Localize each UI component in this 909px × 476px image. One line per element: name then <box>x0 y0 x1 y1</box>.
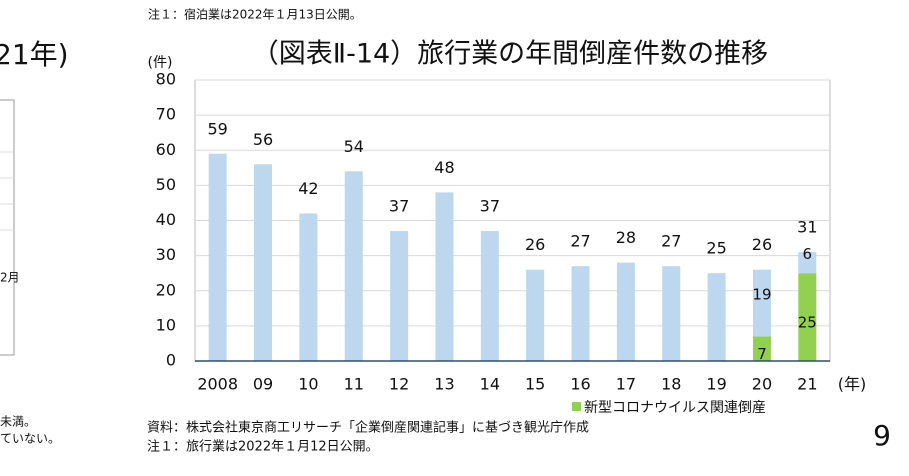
x-tick-label: 11 <box>344 375 364 394</box>
total-label: 27 <box>570 232 590 251</box>
y-tick-label: 20 <box>156 280 176 299</box>
segment-label: 6 <box>803 245 813 263</box>
segment-label: 7 <box>757 345 767 363</box>
bar-segment <box>752 269 771 337</box>
left-plot-frame <box>0 99 15 356</box>
x-tick-label: 20 <box>752 375 772 394</box>
bar-segment <box>299 213 318 361</box>
note: 注１：旅行業は2022年１月12日公開。 <box>147 439 379 455</box>
x-tick-label: 14 <box>480 375 500 394</box>
top-note: 注１：宿泊業は2022年１月13日公開。 <box>148 7 362 22</box>
total-label: 37 <box>389 197 409 216</box>
total-label: 54 <box>344 137 364 156</box>
left-title-fragment: 21年) <box>0 38 69 71</box>
bar-segment <box>390 231 409 361</box>
bar-segment <box>616 262 635 361</box>
bar-segment <box>435 192 454 361</box>
x-tick-label: 21 <box>797 375 817 394</box>
total-label: 25 <box>706 239 726 258</box>
y-tick-label: 30 <box>156 245 176 264</box>
y-tick-label: 40 <box>156 210 176 229</box>
bar-segment <box>344 171 363 361</box>
y-tick-label: 60 <box>156 140 176 159</box>
y-tick-label: 0 <box>166 351 176 370</box>
bar-segment <box>526 269 545 361</box>
x-tick-label: 18 <box>661 375 681 394</box>
total-label: 37 <box>480 197 500 216</box>
x-axis-label: (年) <box>838 375 867 394</box>
chart-title: （図表Ⅱ-14）旅行業の年間倒産件数の推移 <box>252 39 768 70</box>
x-tick-label: 09 <box>253 375 273 394</box>
bar-segment <box>798 273 817 361</box>
segment-label: 19 <box>752 286 771 304</box>
page-number: 9 <box>873 419 891 452</box>
total-label: 31 <box>797 218 817 237</box>
x-tick-label: 15 <box>525 375 545 394</box>
x-tick-label: 16 <box>570 375 590 394</box>
segment-label: 25 <box>798 314 817 332</box>
total-label: 56 <box>253 130 273 149</box>
legend-swatch <box>572 402 581 411</box>
x-tick-label: 10 <box>298 375 318 394</box>
total-label: 42 <box>298 179 318 198</box>
bar-segment <box>571 266 590 361</box>
bar-segment <box>752 336 771 361</box>
left-chart-fragment <box>0 99 15 356</box>
bar-segment <box>662 266 681 361</box>
x-tick-label: 12 <box>389 375 409 394</box>
y-tick-label: 50 <box>156 175 176 194</box>
bar-segment <box>480 231 499 361</box>
x-tick-label: 19 <box>706 375 726 394</box>
left-note: 未満。 <box>0 415 36 429</box>
total-label: 27 <box>661 232 681 251</box>
x-tick-label: 2008 <box>197 375 238 394</box>
y-tick-label: 80 <box>156 70 176 89</box>
y-tick-label: 70 <box>156 105 176 124</box>
y-axis-label: (件) <box>148 55 173 71</box>
bar-segment <box>208 153 227 361</box>
source: 資料：株式会社東京商工リサーチ「企業倒産関連記事」に基づき観光庁作成 <box>147 420 589 436</box>
left-note: ていない。 <box>0 432 60 446</box>
total-label: 59 <box>207 119 227 138</box>
total-label: 26 <box>752 235 772 254</box>
left-axis-fragment: 2月 <box>0 271 20 285</box>
total-label: 28 <box>616 228 636 247</box>
total-label: 26 <box>525 235 545 254</box>
total-label: 48 <box>434 158 454 177</box>
bar-segment <box>798 252 817 274</box>
x-tick-label: 13 <box>434 375 454 394</box>
legend-label: 新型コロナウイルス関連倒産 <box>584 400 766 416</box>
y-tick-label: 10 <box>156 315 176 334</box>
x-tick-label: 17 <box>616 375 636 394</box>
bar-segment <box>707 273 726 361</box>
bar-segment <box>254 164 273 361</box>
